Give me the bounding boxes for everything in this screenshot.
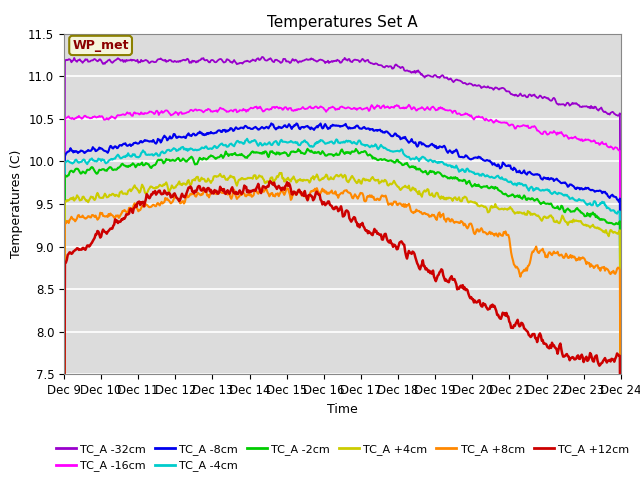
Line: TC_A +4cm: TC_A +4cm [64,173,621,480]
TC_A -32cm [60,376,68,382]
Line: TC_A -4cm: TC_A -4cm [64,139,621,480]
TC_A -8cm [480,157,488,163]
TC_A -8cm [313,123,321,129]
TC_A -8cm [389,133,397,139]
TC_A -8cm [159,136,166,142]
TC_A -32cm [313,59,321,64]
TC_A -8cm [617,468,625,473]
TC_A -32cm [258,54,266,60]
TC_A -32cm [204,57,211,63]
TC_A +12cm [433,276,440,282]
TC_A +4cm [204,178,211,184]
TC_A +4cm [313,171,321,177]
TC_A -2cm [159,158,166,164]
TC_A +8cm [313,185,321,191]
Text: WP_met: WP_met [72,39,129,52]
Legend: TC_A -32cm, TC_A -16cm, TC_A -8cm, TC_A -4cm, TC_A -2cm, TC_A +4cm, TC_A +8cm, T: TC_A -32cm, TC_A -16cm, TC_A -8cm, TC_A … [51,440,634,476]
TC_A -16cm [405,102,413,108]
TC_A +12cm [266,179,274,184]
X-axis label: Time: Time [327,403,358,416]
TC_A -4cm [617,477,625,480]
TC_A -32cm [480,84,488,89]
TC_A -32cm [159,57,166,63]
TC_A -16cm [159,110,166,116]
TC_A -8cm [204,130,211,136]
TC_A -4cm [480,172,488,178]
TC_A -4cm [389,149,397,155]
TC_A -16cm [312,104,320,109]
TC_A +8cm [389,201,397,206]
TC_A +12cm [313,189,321,194]
Line: TC_A +8cm: TC_A +8cm [64,188,621,480]
TC_A -4cm [60,444,68,449]
TC_A -8cm [433,145,440,151]
Line: TC_A -8cm: TC_A -8cm [64,123,621,470]
TC_A +8cm [480,229,488,235]
TC_A +8cm [159,201,166,206]
TC_A +8cm [204,192,211,198]
TC_A -2cm [313,150,321,156]
TC_A -4cm [159,149,166,155]
TC_A +12cm [389,244,397,250]
TC_A -2cm [389,158,397,164]
TC_A +4cm [389,180,397,185]
TC_A -16cm [60,414,68,420]
TC_A -4cm [313,139,321,145]
TC_A -8cm [268,120,275,126]
TC_A +4cm [159,183,166,189]
TC_A -4cm [433,159,440,165]
TC_A -2cm [433,170,440,176]
TC_A -16cm [204,108,211,113]
TC_A -16cm [617,435,625,441]
TC_A +4cm [60,470,68,476]
TC_A -2cm [60,451,68,457]
TC_A +4cm [480,204,488,210]
TC_A -2cm [480,183,488,189]
TC_A -4cm [243,136,251,142]
Line: TC_A +12cm: TC_A +12cm [64,181,621,480]
TC_A +4cm [433,190,440,196]
Line: TC_A -32cm: TC_A -32cm [64,57,621,412]
TC_A +8cm [262,185,269,191]
Y-axis label: Temperatures (C): Temperatures (C) [10,150,22,258]
Line: TC_A -2cm: TC_A -2cm [64,149,621,480]
Line: TC_A -16cm: TC_A -16cm [64,105,621,438]
TC_A -32cm [617,409,625,415]
Title: Temperatures Set A: Temperatures Set A [267,15,418,30]
TC_A -4cm [204,145,211,151]
TC_A -2cm [304,146,312,152]
TC_A -16cm [433,107,440,113]
TC_A +12cm [480,302,488,308]
TC_A -32cm [433,73,440,79]
TC_A -32cm [389,66,397,72]
TC_A -8cm [60,439,68,444]
TC_A +8cm [433,217,440,223]
TC_A -16cm [480,117,488,122]
TC_A +4cm [276,170,284,176]
TC_A +12cm [159,191,166,197]
TC_A +12cm [204,186,211,192]
TC_A -16cm [388,104,396,110]
TC_A -2cm [204,156,211,162]
